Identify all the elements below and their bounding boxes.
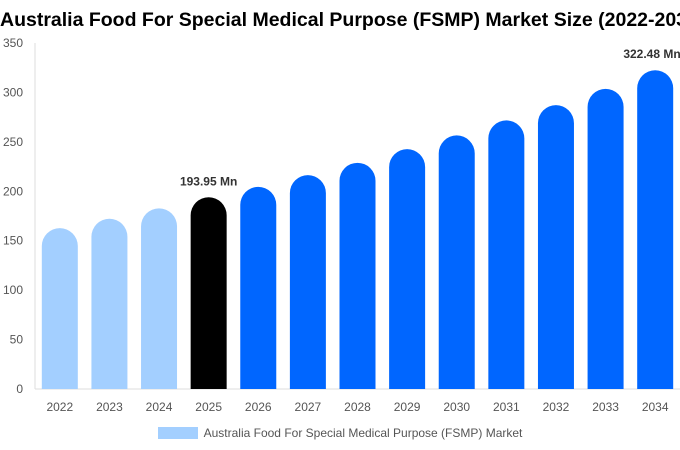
x-tick-label: 2029	[394, 400, 421, 414]
bar-2028	[339, 162, 376, 389]
y-tick-label: 0	[16, 382, 23, 396]
x-tick-label: 2026	[245, 400, 272, 414]
x-tick-label: 2025	[195, 400, 222, 414]
y-tick-label: 50	[10, 333, 24, 347]
x-tick-label: 2027	[295, 400, 322, 414]
x-tick-label: 2032	[543, 400, 570, 414]
y-tick-label: 350	[3, 36, 23, 50]
x-tick-label: 2023	[96, 400, 123, 414]
bar-2024	[141, 208, 178, 389]
x-tick-label: 2031	[493, 400, 520, 414]
bar-2025	[190, 197, 227, 389]
legend-label: Australia Food For Special Medical Purpo…	[203, 426, 523, 440]
bar-2034	[637, 70, 674, 389]
y-tick-label: 100	[3, 283, 23, 297]
x-tick-label: 2024	[146, 400, 173, 414]
chart-title: Australia Food For Special Medical Purpo…	[0, 9, 680, 31]
y-tick-label: 200	[3, 184, 23, 198]
x-tick-label: 2028	[344, 400, 371, 414]
bar-2026	[240, 186, 277, 389]
bar-2032	[537, 105, 574, 390]
bar-2027	[289, 175, 326, 389]
data-label-2025: 193.95 Mn	[180, 174, 237, 188]
bar-2022	[41, 228, 78, 389]
x-tick-label: 2033	[592, 400, 619, 414]
bar-2029	[389, 149, 426, 389]
bar-2023	[91, 218, 128, 389]
x-tick-label: 2030	[443, 400, 470, 414]
bar-2031	[488, 120, 525, 389]
y-tick-label: 250	[3, 135, 23, 149]
x-tick-label: 2022	[46, 400, 73, 414]
y-tick-label: 300	[3, 85, 23, 99]
y-tick-label: 150	[3, 234, 23, 248]
legend: Australia Food For Special Medical Purpo…	[0, 426, 680, 440]
bar-2030	[438, 135, 475, 389]
x-tick-label: 2034	[642, 400, 669, 414]
bar-2033	[587, 88, 624, 389]
legend-swatch	[157, 427, 198, 439]
data-label-2034: 322.48 Mn	[623, 47, 680, 61]
